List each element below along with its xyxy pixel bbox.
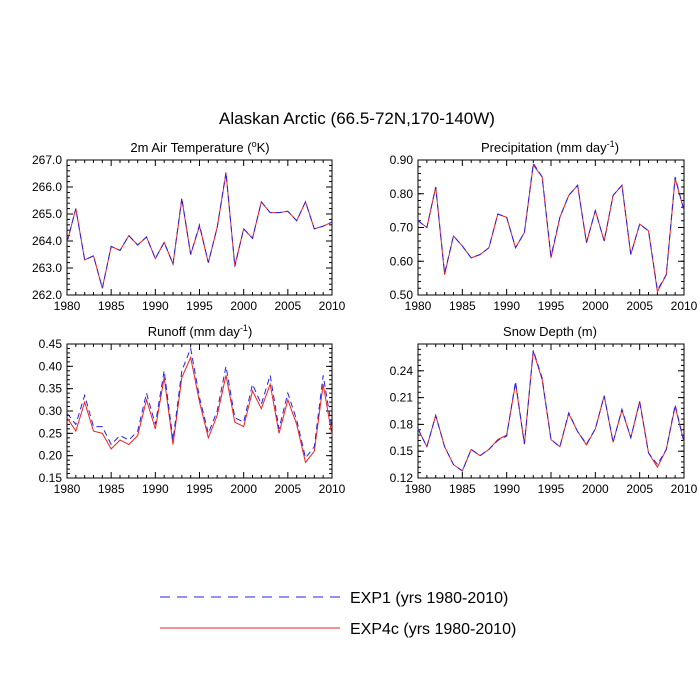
- series-line-exp4c-snow-depth: [417, 351, 685, 472]
- x-tick-label-precipitation: 1980: [405, 299, 432, 313]
- panel-title-precipitation: Precipitation (mm day-1): [481, 139, 619, 155]
- y-tick-label-air-temperature: 265.0: [32, 207, 62, 221]
- y-tick-label-runoff: 0.25: [39, 426, 63, 440]
- y-tick-label-snow-depth: 0.15: [390, 444, 414, 458]
- series-line-exp1-snow-depth: [417, 350, 685, 472]
- y-tick-label-precipitation: 0.70: [390, 221, 414, 235]
- y-tick-label-snow-depth: 0.18: [390, 417, 414, 431]
- x-tick-label-snow-depth: 2000: [582, 482, 609, 496]
- y-tick-label-precipitation: 0.50: [390, 288, 414, 302]
- x-tick-label-snow-depth: 1980: [405, 482, 432, 496]
- x-tick-label-runoff: 2000: [230, 482, 257, 496]
- x-tick-label-air-temperature: 1995: [186, 299, 213, 313]
- y-tick-label-runoff: 0.35: [39, 382, 63, 396]
- series-line-exp4c-air-temperature: [66, 173, 333, 289]
- x-tick-label-snow-depth: 1985: [449, 482, 476, 496]
- legend-label-exp4c: EXP4c (yrs 1980-2010): [350, 621, 516, 638]
- x-tick-label-precipitation: 1990: [493, 299, 520, 313]
- x-tick-label-runoff: 2005: [274, 482, 301, 496]
- y-tick-label-precipitation: 0.90: [390, 153, 414, 167]
- legend-label-exp1: EXP1 (yrs 1980-2010): [350, 590, 508, 607]
- panel-snow-depth: Snow Depth (m) 1980 1985 1990 1995 2000 2005 2…: [390, 324, 698, 496]
- x-tick-label-air-temperature: 1990: [142, 299, 169, 313]
- series-line-exp1-air-temperature: [66, 172, 333, 289]
- x-tick-label-snow-depth: 2010: [671, 482, 698, 496]
- series-line-exp4c-precipitation: [417, 163, 685, 294]
- y-tick-label-runoff: 0.15: [39, 471, 63, 485]
- x-tick-label-precipitation: 2005: [626, 299, 653, 313]
- y-tick-label-air-temperature: 264.0: [32, 234, 62, 248]
- y-tick-label-snow-depth: 0.12: [390, 471, 414, 485]
- x-tick-label-air-temperature: 1980: [54, 299, 81, 313]
- y-tick-label-air-temperature: 263.0: [32, 261, 62, 275]
- y-tick-label-runoff: 0.20: [39, 449, 63, 463]
- x-tick-label-runoff: 1990: [142, 482, 169, 496]
- x-tick-label-precipitation: 2010: [671, 299, 698, 313]
- panel-air-temperature: 2m Air Temperature (oK) 1980 1985 1990 1995…: [32, 139, 346, 313]
- y-tick-label-air-temperature: 262.0: [32, 288, 62, 302]
- y-tick-label-air-temperature: 267.0: [32, 153, 62, 167]
- x-tick-label-precipitation: 1995: [538, 299, 565, 313]
- x-tick-label-snow-depth: 1990: [493, 482, 520, 496]
- panel-precipitation: Precipitation (mm day-1) 1980 1985 1990 199…: [390, 139, 698, 313]
- panel-title-air-temperature: 2m Air Temperature (oK): [130, 139, 269, 155]
- x-tick-label-air-temperature: 2010: [319, 299, 346, 313]
- figure-title: Alaskan Arctic (66.5-72N,170-140W): [219, 109, 495, 128]
- y-tick-label-snow-depth: 0.24: [390, 364, 414, 378]
- x-tick-label-runoff: 2010: [319, 482, 346, 496]
- x-tick-label-runoff: 1985: [98, 482, 125, 496]
- panel-runoff: Runoff (mm day-1) 1980 1985 1990 1995 2000 20…: [39, 323, 346, 496]
- y-tick-label-runoff: 0.30: [39, 404, 63, 418]
- x-tick-label-snow-depth: 1995: [538, 482, 565, 496]
- series-line-exp1-precipitation: [417, 161, 685, 292]
- panel-title-snow-depth: Snow Depth (m): [503, 324, 597, 339]
- x-tick-label-snow-depth: 2005: [626, 482, 653, 496]
- x-tick-label-runoff: 1995: [186, 482, 213, 496]
- plot-frame-snow-depth: [417, 343, 685, 479]
- y-tick-label-runoff: 0.45: [39, 337, 63, 351]
- x-tick-label-precipitation: 2000: [582, 299, 609, 313]
- y-tick-label-precipitation: 0.60: [390, 254, 414, 268]
- y-tick-label-air-temperature: 266.0: [32, 180, 62, 194]
- y-tick-label-precipitation: 0.80: [390, 187, 414, 201]
- x-tick-label-air-temperature: 1985: [98, 299, 125, 313]
- series-line-exp1-runoff: [66, 346, 333, 460]
- x-tick-label-runoff: 1980: [54, 482, 81, 496]
- panel-title-runoff: Runoff (mm day-1): [148, 323, 253, 339]
- legend: EXP1 (yrs 1980-2010) EXP4c (yrs 1980-201…: [160, 590, 516, 638]
- x-tick-label-air-temperature: 2000: [230, 299, 257, 313]
- y-tick-label-runoff: 0.40: [39, 359, 63, 373]
- x-tick-label-air-temperature: 2005: [274, 299, 301, 313]
- x-tick-label-precipitation: 1985: [449, 299, 476, 313]
- series-line-exp4c-runoff: [66, 355, 333, 464]
- y-tick-label-snow-depth: 0.21: [390, 391, 414, 405]
